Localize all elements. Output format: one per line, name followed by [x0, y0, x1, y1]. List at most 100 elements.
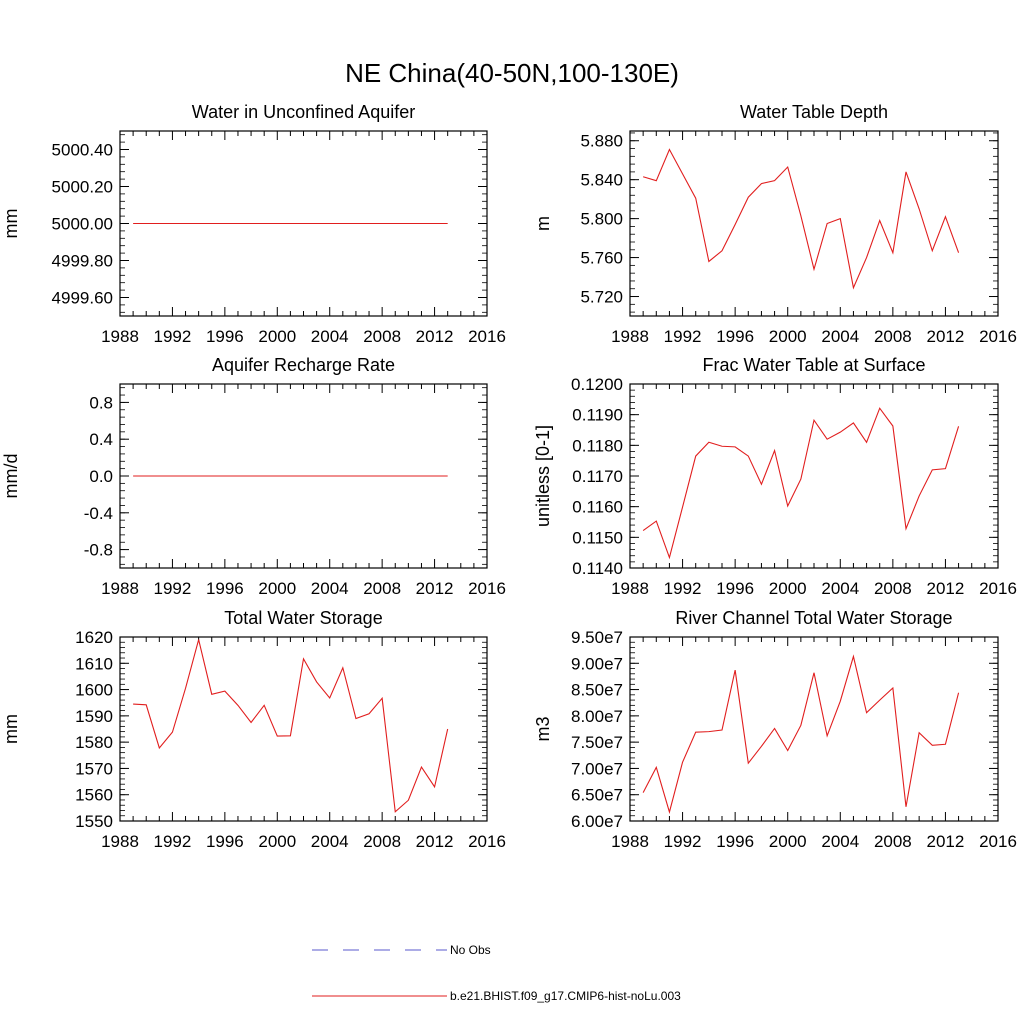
y-tick-label: 0.1170 — [572, 467, 623, 486]
plot-frame — [119, 636, 488, 822]
y-tick-label: 0.1200 — [571, 375, 623, 394]
x-tick-label: 2004 — [821, 579, 859, 598]
x-tick-label: 2000 — [258, 832, 296, 851]
x-tick-label: 2008 — [874, 832, 912, 851]
y-tick-label: 1600 — [75, 681, 113, 700]
x-tick-label: 2004 — [821, 327, 859, 346]
x-tick-label: 1996 — [716, 832, 754, 851]
legend: No Obs b.e21.BHIST.f09_g17.CMIP6-hist-noL… — [312, 943, 681, 1003]
x-tick-label: 2016 — [979, 579, 1017, 598]
x-tick-label: 2016 — [468, 832, 506, 851]
y-tick-label: 4999.80 — [52, 252, 113, 271]
panel-title: Frac Water Table at Surface — [702, 355, 925, 375]
y-axis-label: mm/d — [1, 454, 21, 499]
x-tick-label: 2004 — [311, 832, 349, 851]
panel-6: 1988 1992 1996 2000 2004 2008 2012 2016 6.00e7 6.… — [533, 608, 1017, 851]
x-tick-label: 1992 — [664, 579, 702, 598]
y-tick-label: 0.0 — [89, 467, 113, 486]
y-tick-label: 7.00e7 — [571, 759, 623, 778]
y-tick-label: 9.00e7 — [571, 654, 623, 673]
y-tick-label: 1570 — [75, 759, 113, 778]
x-tick-label: 2012 — [927, 832, 965, 851]
y-tick-label: 0.1160 — [572, 498, 623, 517]
x-tick-label: 2000 — [258, 327, 296, 346]
x-tick-label: 2000 — [769, 327, 807, 346]
x-tick-label: 2004 — [311, 579, 349, 598]
y-axis-label: m — [533, 216, 553, 231]
x-tick-label: 1988 — [611, 832, 649, 851]
x-tick-label: 1992 — [664, 832, 702, 851]
y-tick-label: 4999.60 — [52, 289, 113, 308]
x-tick-label: 2016 — [468, 579, 506, 598]
plot-frame — [629, 636, 999, 822]
x-tick-label: 1996 — [206, 832, 244, 851]
x-tick-label: 1992 — [664, 327, 702, 346]
x-tick-label: 2012 — [416, 832, 454, 851]
panel-title: River Channel Total Water Storage — [675, 608, 952, 628]
x-tick-label: 1996 — [206, 579, 244, 598]
x-tick-label: 1988 — [611, 579, 649, 598]
x-tick-label: 2008 — [363, 327, 401, 346]
x-tick-label: 1992 — [154, 327, 192, 346]
series-line — [642, 407, 960, 560]
x-tick-label: 2008 — [874, 579, 912, 598]
y-tick-label: 5.720 — [580, 288, 623, 307]
x-tick-label: 2016 — [468, 327, 506, 346]
x-tick-label: 2000 — [769, 832, 807, 851]
y-tick-label: 7.50e7 — [571, 733, 623, 752]
x-tick-label: 1996 — [716, 579, 754, 598]
panels: 1988 1992 1996 2000 2004 2008 2012 2016 4999.60 4… — [1, 102, 1017, 851]
x-tick-label: 2008 — [363, 832, 401, 851]
x-tick-label: 2012 — [416, 579, 454, 598]
x-tick-label: 2000 — [769, 579, 807, 598]
y-tick-label: 0.4 — [89, 430, 113, 449]
x-tick-label: 1988 — [101, 327, 139, 346]
x-tick-label: 2012 — [416, 327, 454, 346]
y-axis-label: unitless [0-1] — [533, 425, 553, 527]
x-tick-label: 2004 — [311, 327, 349, 346]
y-tick-label: 1560 — [75, 786, 113, 805]
panel-1: 1988 1992 1996 2000 2004 2008 2012 2016 4999.60 4… — [1, 102, 506, 346]
x-tick-label: 2008 — [874, 327, 912, 346]
y-tick-label: 0.1190 — [572, 406, 623, 425]
x-tick-label: 1996 — [206, 327, 244, 346]
y-tick-label: 8.50e7 — [571, 681, 623, 700]
y-tick-label: -0.4 — [84, 504, 113, 523]
y-tick-label: 9.50e7 — [571, 628, 623, 647]
y-tick-label: 1580 — [75, 733, 113, 752]
y-tick-label: 0.1140 — [572, 559, 623, 578]
y-tick-label: 1610 — [75, 654, 113, 673]
y-tick-label: 0.1180 — [572, 436, 623, 455]
series-line — [642, 148, 960, 290]
x-tick-label: 2012 — [927, 327, 965, 346]
y-tick-label: 1620 — [75, 628, 113, 647]
y-tick-label: 6.00e7 — [571, 812, 623, 831]
legend-label: b.e21.BHIST.f09_g17.CMIP6-hist-noLu.003 — [450, 989, 681, 1003]
y-tick-label: 5.840 — [580, 171, 623, 190]
figure-title: NE China(40-50N,100-130E) — [345, 58, 679, 88]
x-tick-label: 1988 — [611, 327, 649, 346]
y-tick-label: 5.880 — [580, 132, 623, 151]
y-tick-label: 5000.20 — [52, 178, 113, 197]
y-tick-label: 1550 — [75, 812, 113, 831]
y-axis-label: mm — [1, 714, 21, 744]
legend-label: No Obs — [450, 943, 491, 957]
panel-title: Water Table Depth — [740, 102, 888, 122]
y-axis-label: m3 — [533, 716, 553, 741]
y-tick-label: -0.8 — [84, 541, 113, 560]
y-tick-label: 5.760 — [580, 249, 623, 268]
series-line — [642, 654, 960, 815]
plot-frame — [629, 383, 999, 569]
y-tick-label: 0.1150 — [572, 528, 623, 547]
panel-3: 1988 1992 1996 2000 2004 2008 2012 2016 -0.8 -0.4… — [1, 355, 506, 598]
panel-title: Aquifer Recharge Rate — [212, 355, 395, 375]
series-line — [133, 639, 449, 813]
x-tick-label: 1996 — [716, 327, 754, 346]
y-tick-label: 5.800 — [580, 210, 623, 229]
panel-4: 1988 1992 1996 2000 2004 2008 2012 2016 0.1140 0.… — [533, 355, 1017, 598]
x-tick-label: 2016 — [979, 832, 1017, 851]
x-tick-label: 2016 — [979, 327, 1017, 346]
y-tick-label: 0.8 — [89, 393, 113, 412]
y-tick-label: 5000.00 — [52, 215, 113, 234]
